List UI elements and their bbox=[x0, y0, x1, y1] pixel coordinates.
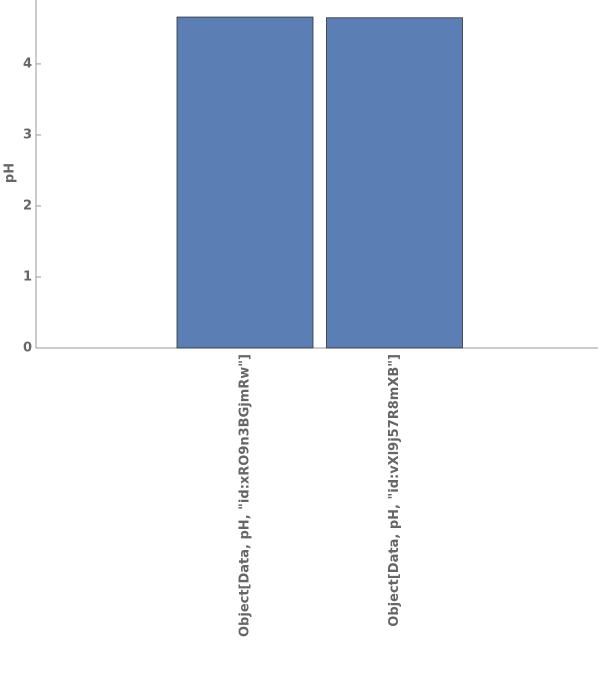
y-tick-label: 0 bbox=[23, 341, 32, 356]
y-tick-label: 1 bbox=[23, 269, 32, 284]
y-tick-label: 4 bbox=[23, 56, 32, 71]
bar bbox=[326, 17, 463, 349]
y-axis-label: pH bbox=[3, 163, 18, 183]
bar bbox=[176, 16, 314, 349]
y-tick-label: 3 bbox=[23, 127, 32, 142]
x-tick-label: Object[Data, pH, "id:xRO9n3BGjmRw"] bbox=[238, 354, 253, 637]
x-tick-label: Object[Data, pH, "id:vXl9j57R8mXB"] bbox=[387, 354, 402, 627]
y-tick-label: 2 bbox=[23, 198, 32, 213]
